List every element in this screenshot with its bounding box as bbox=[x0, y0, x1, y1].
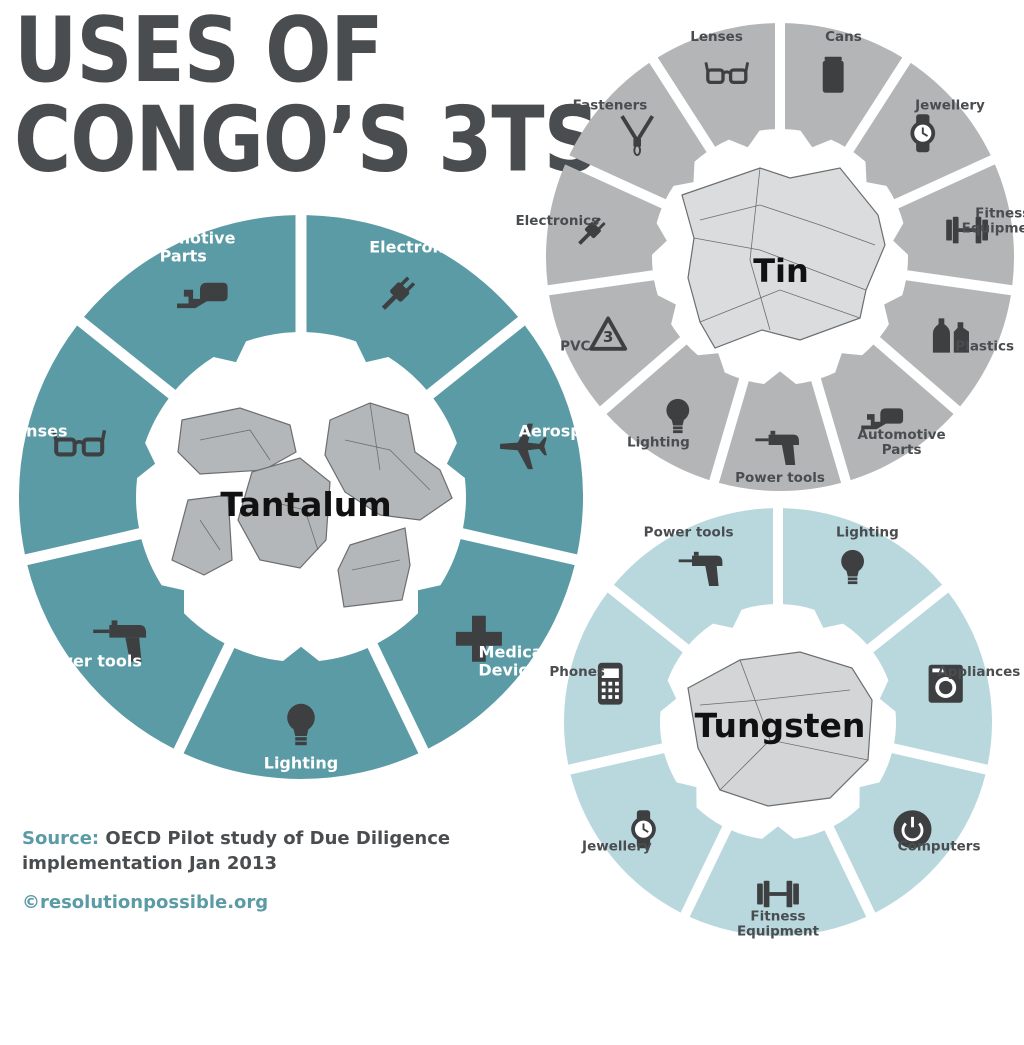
tantalum-segment-aerospace: Aerospace bbox=[433, 325, 613, 555]
dumbbell-icon bbox=[946, 216, 988, 244]
tin-segment-label: Plastics bbox=[955, 339, 1014, 355]
glasses-icon bbox=[704, 62, 750, 85]
tin-segment-cans: Cans bbox=[785, 23, 903, 148]
washing-machine-icon bbox=[928, 664, 963, 703]
tungsten-segment-label: Fitness Equipment bbox=[737, 909, 820, 940]
tin-segment-label: Cans bbox=[825, 29, 862, 45]
tantalum-segment-label: Lenses bbox=[5, 422, 67, 441]
power-button-icon bbox=[893, 810, 932, 849]
light-bulb-icon bbox=[666, 398, 690, 434]
plug-icon bbox=[381, 276, 416, 310]
page-title: USES OF CONGO’S 3TS bbox=[14, 0, 600, 193]
tantalum-ring: Electronics Aerospace Medical Devices Lighti… bbox=[5, 215, 613, 779]
tin-segment-label: Fasteners bbox=[573, 98, 648, 114]
plastic-bottles-icon bbox=[932, 318, 969, 353]
tantalum-segment-lighting: Lighting bbox=[183, 646, 419, 779]
exhaust-pipe-icon bbox=[177, 282, 228, 309]
mobile-phone-icon bbox=[597, 662, 623, 705]
tin-segment-electronics: Electronics bbox=[515, 164, 667, 286]
tin-segment-lenses: Lenses bbox=[657, 23, 775, 148]
light-bulb-icon bbox=[287, 703, 315, 746]
tin-segment-automotive-parts: Automotive Parts bbox=[820, 344, 954, 481]
tungsten-segment-label: Power tools bbox=[644, 524, 734, 540]
tin-ore-rock bbox=[681, 167, 886, 349]
tantalum-segment-label: Automotive Parts bbox=[131, 229, 236, 266]
tungsten-segment-label: Lighting bbox=[836, 524, 899, 540]
tin-segment-label: Electronics bbox=[515, 213, 599, 229]
tin-segment-pvc: 3 PVC bbox=[549, 280, 681, 407]
tantalum-segment-medical-devices: Medical Devices bbox=[377, 539, 575, 749]
tantalum-segment-label: Medical Devices bbox=[478, 643, 548, 680]
tantalum-core-label: Tantalum bbox=[220, 485, 391, 524]
tungsten-segment-label: Appliances bbox=[937, 664, 1020, 680]
tantalum-segment-automotive-parts: Automotive Parts bbox=[84, 215, 296, 390]
zipper-icon bbox=[620, 115, 655, 156]
tungsten-ring: Lighting Appliances Computers Fitness Equipm… bbox=[549, 508, 1020, 940]
tungsten-segment-appliances: Appliances bbox=[873, 592, 1020, 765]
tantalum-segment-label: Aerospace bbox=[519, 422, 613, 441]
tin-segment-label: Lighting bbox=[627, 434, 690, 450]
dumbbell-icon bbox=[757, 880, 799, 908]
glasses-icon bbox=[52, 429, 107, 457]
tungsten-segment-lighting: Lighting bbox=[783, 508, 943, 645]
plug-icon bbox=[578, 217, 606, 245]
airplane-icon bbox=[500, 423, 547, 470]
drill-icon bbox=[678, 551, 723, 586]
recycle-3-icon: 3 bbox=[589, 316, 628, 351]
tin-segment-label: PVC bbox=[560, 339, 590, 355]
tin-segment-label: Power tools bbox=[735, 470, 825, 486]
source-note: Source: OECD Pilot study of Due Diligenc… bbox=[22, 826, 542, 876]
tin-segment-jewellery: Jewellery bbox=[853, 62, 991, 200]
source-text: OECD Pilot study of Due Diligence implem… bbox=[22, 828, 451, 874]
tin-core-label: Tin bbox=[753, 252, 809, 290]
title-line-2: CONGO’S 3TS bbox=[14, 88, 600, 193]
recycle-code-text: 3 bbox=[603, 328, 614, 346]
tungsten-ore-rock bbox=[687, 651, 873, 807]
tungsten-core-label: Tungsten bbox=[695, 706, 866, 745]
copyright-link[interactable]: ©resolutionpossible.org bbox=[22, 892, 269, 913]
tungsten-segment-power-tools: Power tools bbox=[613, 508, 773, 645]
watch-icon bbox=[910, 114, 936, 153]
tin-segment-label: Automotive Parts bbox=[858, 427, 946, 458]
tungsten-segment-phones: Phones bbox=[549, 592, 683, 765]
tin-segment-label: Lenses bbox=[690, 29, 743, 45]
tantalum-segment-power-tools: Power tools bbox=[27, 539, 225, 749]
can-icon bbox=[822, 56, 844, 93]
tin-segment-lighting: Lighting bbox=[606, 344, 740, 481]
tantalum-segment-label: Electronics bbox=[369, 237, 468, 256]
watch-icon bbox=[631, 810, 656, 849]
tungsten-segment-label: Phones bbox=[549, 664, 605, 680]
tungsten-segment-label: Jewellery bbox=[581, 838, 652, 854]
tantalum-ore-rocks bbox=[171, 402, 453, 608]
drill-icon bbox=[755, 430, 799, 465]
title-line-1: USES OF bbox=[14, 0, 384, 103]
tin-segment-power-tools: Power tools bbox=[718, 371, 842, 492]
tungsten-segment-fitness-equipment: Fitness Equipment bbox=[689, 826, 867, 940]
light-bulb-icon bbox=[841, 549, 864, 585]
source-key: Source: bbox=[22, 828, 100, 849]
tin-segment-label: Jewellery bbox=[914, 98, 985, 114]
medical-cross-icon bbox=[455, 615, 502, 662]
tantalum-segment-label: Lighting bbox=[264, 754, 339, 773]
tantalum-segment-lenses: Lenses bbox=[5, 325, 169, 555]
tungsten-segment-computers: Computers bbox=[833, 753, 986, 913]
tungsten-segment-jewellery: Jewellery bbox=[570, 753, 723, 913]
tantalum-segment-electronics: Electronics bbox=[306, 215, 518, 390]
tin-segment-plastics: Plastics bbox=[879, 280, 1014, 407]
tungsten-segment-label: Computers bbox=[898, 838, 981, 854]
drill-icon bbox=[93, 620, 147, 662]
tantalum-segment-label: Power tools bbox=[35, 651, 141, 670]
tin-segment-fasteners: Fasteners bbox=[569, 62, 707, 200]
exhaust-pipe-icon bbox=[861, 408, 904, 430]
